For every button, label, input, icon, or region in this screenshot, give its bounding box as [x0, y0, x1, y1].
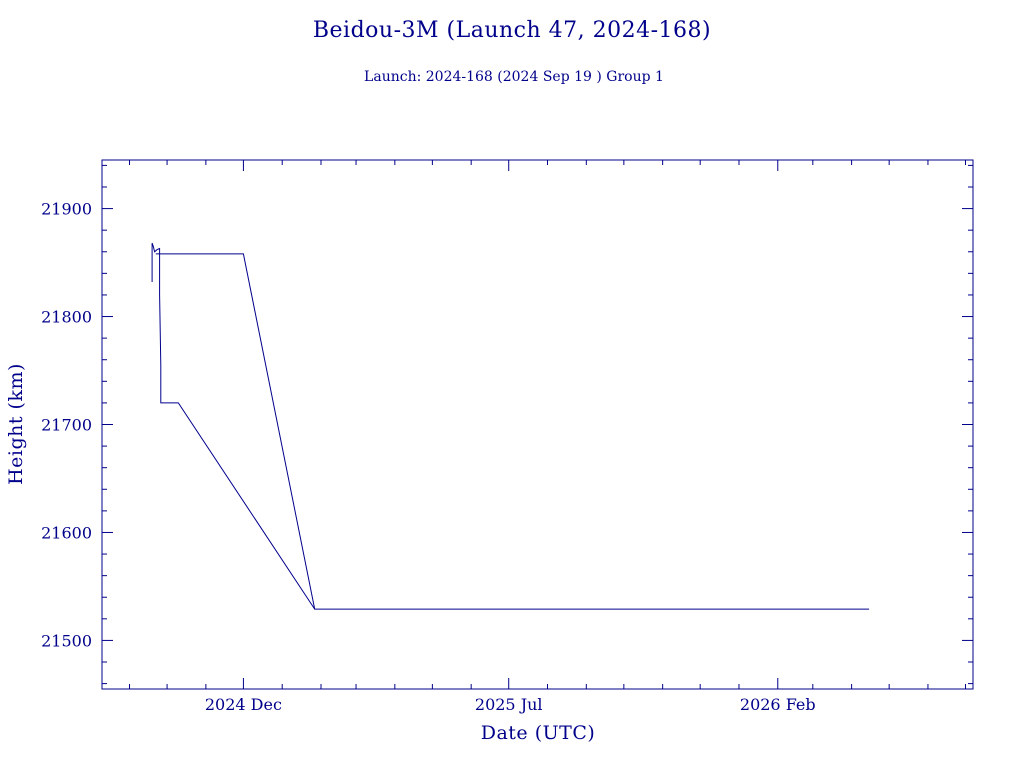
y-axis-label: Height (km)	[5, 363, 27, 485]
x-axis-ticks	[129, 160, 966, 689]
y-tick-label: 21900	[41, 200, 92, 219]
x-tick-label: 2024 Dec	[205, 695, 282, 714]
y-axis-tick-labels: 21500 21600 21700 21800 21900	[41, 200, 92, 651]
x-axis-label: Date (UTC)	[481, 722, 596, 744]
y-tick-label: 21700	[41, 416, 92, 435]
series-line	[151, 242, 870, 610]
x-tick-label: 2026 Feb	[740, 695, 816, 714]
y-axis-ticks	[102, 164, 973, 685]
x-tick-label: 2025 Jul	[475, 695, 543, 714]
y-tick-label: 21600	[41, 523, 92, 542]
plot-frame	[101, 159, 974, 690]
chart-subtitle: Launch: 2024-168 (2024 Sep 19 ) Group 1	[364, 69, 664, 85]
series-group	[151, 242, 870, 610]
y-tick-label: 21500	[41, 631, 92, 650]
x-axis-tick-labels: 2024 Dec 2025 Jul 2026 Feb	[205, 695, 816, 714]
y-tick-label: 21800	[41, 308, 92, 327]
chart-title: Beidou-3M (Launch 47, 2024-168)	[313, 18, 711, 43]
